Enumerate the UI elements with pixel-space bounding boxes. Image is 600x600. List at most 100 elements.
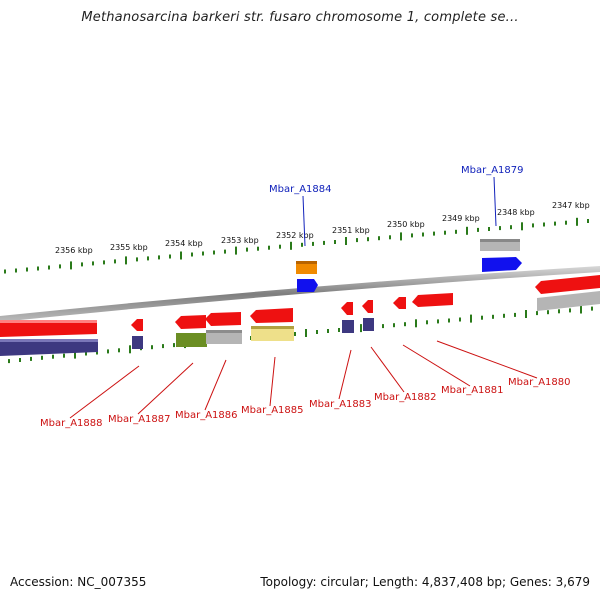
ruler-major-tick (360, 324, 362, 333)
ruler-minor-tick (532, 223, 534, 228)
gene-label-a1884[interactable]: Mbar_A1884 (269, 184, 332, 195)
ruler-minor-tick (565, 220, 567, 225)
cds-olive-1886[interactable] (176, 333, 207, 347)
gene-orange-feature[interactable] (296, 261, 317, 274)
ruler-minor-tick (503, 313, 505, 318)
backbone-strip (0, 266, 600, 322)
ruler-minor-tick (92, 261, 94, 266)
gene-red-1880[interactable] (412, 293, 453, 307)
gene-label-a1881[interactable]: Mbar_A1881 (441, 385, 504, 396)
gene-label-a1885[interactable]: Mbar_A1885 (241, 405, 304, 416)
gene-red-1883[interactable] (341, 302, 353, 315)
genome-summary: Topology: circular; Length: 4,837,408 bp… (260, 575, 590, 589)
ruler-minor-tick (158, 255, 160, 260)
ruler-major-tick (415, 319, 417, 328)
ruler-minor-tick (569, 308, 571, 313)
ruler-major-tick (400, 232, 402, 241)
ruler-minor-tick (41, 355, 43, 360)
ruler-minor-tick (389, 235, 391, 240)
gene-red-1882[interactable] (362, 300, 373, 313)
ruler-minor-tick (63, 353, 65, 358)
ruler-minor-tick (338, 328, 340, 332)
cds-navy-1888[interactable] (0, 339, 98, 356)
gene-red-1887[interactable] (131, 319, 143, 331)
ruler-major-tick (290, 241, 292, 250)
gene-blue-arrow-a[interactable] (297, 279, 318, 292)
tick-label: 2348 kbp (497, 208, 535, 217)
ruler-minor-tick (591, 306, 593, 311)
ruler-minor-tick (173, 343, 175, 348)
ruler-major-tick (180, 251, 182, 260)
ruler-major-tick (525, 310, 527, 318)
ruler-major-tick (470, 314, 472, 323)
cds-navy-1887[interactable] (132, 336, 143, 349)
ruler-minor-tick (554, 221, 556, 226)
ruler-minor-tick (246, 247, 248, 252)
gene-label-a1887[interactable]: Mbar_A1887 (108, 414, 171, 425)
gene-red-1886a[interactable] (175, 315, 206, 329)
ruler-minor-tick (4, 269, 6, 274)
ruler-major-tick (521, 222, 523, 231)
label-lines (69, 176, 538, 419)
ruler-minor-tick (514, 312, 516, 317)
ruler-minor-tick (448, 318, 450, 323)
tick-label: 2356 kbp (55, 246, 93, 255)
gene-red-1888[interactable] (0, 320, 97, 337)
cds-navy-1882[interactable] (363, 318, 374, 331)
features-above (296, 239, 522, 292)
genes-forward (0, 275, 600, 337)
ruler-minor-tick (393, 323, 395, 328)
gene-label-a1888[interactable]: Mbar_A1888 (40, 418, 103, 429)
ruler-minor-tick (459, 317, 461, 322)
ruler-minor-tick (169, 254, 171, 259)
gene-red-1881[interactable] (393, 297, 406, 309)
ruler-minor-tick (411, 233, 413, 238)
ruler-minor-tick (52, 354, 54, 359)
cds-gray-1886[interactable] (206, 330, 242, 344)
ruler-minor-tick (382, 324, 384, 329)
tick-label: 2350 kbp (387, 220, 425, 229)
ruler-minor-tick (147, 256, 149, 261)
gene-label-a1883[interactable]: Mbar_A1883 (309, 399, 372, 410)
ruler-minor-tick (481, 315, 483, 320)
gene-label-a1879[interactable]: Mbar_A1879 (461, 165, 524, 176)
gene-blue-arrow-b[interactable] (482, 257, 522, 272)
gene-labels: Mbar_A1884 Mbar_A1879 Mbar_A1888 Mbar_A1… (40, 165, 571, 429)
ruler-minor-tick (162, 344, 164, 349)
ruler-major-tick (235, 246, 237, 255)
ruler-minor-tick (136, 257, 138, 262)
ruler-major-tick (576, 217, 578, 226)
ruler-minor-tick (312, 241, 314, 246)
ruler-major-tick (305, 329, 307, 337)
ruler-minor-tick (422, 232, 424, 237)
gene-red-1885[interactable] (250, 308, 293, 323)
ruler-minor-tick (367, 237, 369, 242)
gene-label-a1886[interactable]: Mbar_A1886 (175, 410, 238, 421)
ruler-major-tick (70, 261, 72, 270)
gene-label-a1880[interactable]: Mbar_A1880 (508, 377, 571, 388)
ruler-minor-tick (477, 227, 479, 232)
ruler-minor-tick (455, 229, 457, 234)
cds-yellow-1885[interactable] (251, 326, 294, 341)
gene-red-1886b[interactable] (205, 312, 241, 326)
ruler-minor-tick (543, 222, 545, 227)
ruler-minor-tick (547, 310, 549, 315)
ruler-minor-tick (213, 250, 215, 255)
ruler-minor-tick (437, 319, 439, 324)
tick-label: 2352 kbp (276, 231, 314, 240)
ruler-minor-tick (26, 267, 28, 272)
accession-text: Accession: NC_007355 (10, 575, 147, 589)
tick-label: 2349 kbp (442, 214, 480, 223)
ruler-minor-tick (444, 230, 446, 235)
ruler-minor-tick (301, 242, 303, 247)
ruler-major-tick (466, 226, 468, 235)
cds-navy-1883[interactable] (342, 320, 354, 333)
gene-red-right[interactable] (535, 275, 600, 294)
gene-label-a1882[interactable]: Mbar_A1882 (374, 392, 437, 403)
ruler-minor-tick (378, 236, 380, 241)
ruler-minor-tick (499, 226, 501, 231)
cds-gray-right[interactable] (537, 291, 600, 311)
ruler-major-tick (125, 256, 127, 265)
ruler-minor-tick (587, 219, 589, 223)
